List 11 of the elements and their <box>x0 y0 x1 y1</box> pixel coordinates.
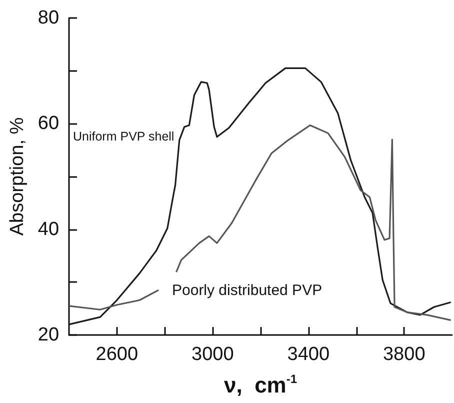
y-tick-label: 80 <box>38 8 60 28</box>
y-axis-title: Absorption, % <box>7 117 28 236</box>
y-tick-label: 60 <box>38 113 60 134</box>
x-tick-label: 3000 <box>192 344 234 365</box>
series-label: Poorly distributed PVP <box>172 282 322 299</box>
x-tick-label: 3800 <box>382 344 426 365</box>
x-tick-label: 2600 <box>96 344 138 365</box>
y-tick-label: 40 <box>38 218 60 240</box>
x-tick-label: 3400 <box>287 344 330 365</box>
series-label: Uniform PVP shell <box>73 130 174 144</box>
y-tick-label: 20 <box>38 324 60 346</box>
